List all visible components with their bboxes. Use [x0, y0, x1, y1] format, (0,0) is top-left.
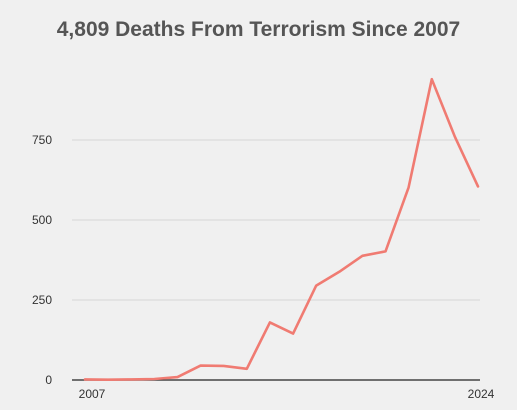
chart-title: 4,809 Deaths From Terrorism Since 2007	[56, 18, 461, 41]
y-tick-label-750: 750	[32, 133, 52, 147]
y-tick-label-0: 0	[45, 373, 52, 387]
x-axis-tick-labels: 2007 2024	[79, 387, 495, 401]
x-tick-label-first: 2007	[79, 387, 106, 401]
series-lines	[83, 77, 480, 382]
y-tick-label-500: 500	[32, 213, 52, 227]
x-tick-label-last: 2024	[468, 387, 495, 401]
y-axis-tick-labels: 0 250 500 750	[32, 133, 52, 387]
series-line-0	[83, 77, 480, 382]
y-tick-label-250: 250	[32, 293, 52, 307]
grid-lines	[72, 139, 480, 301]
